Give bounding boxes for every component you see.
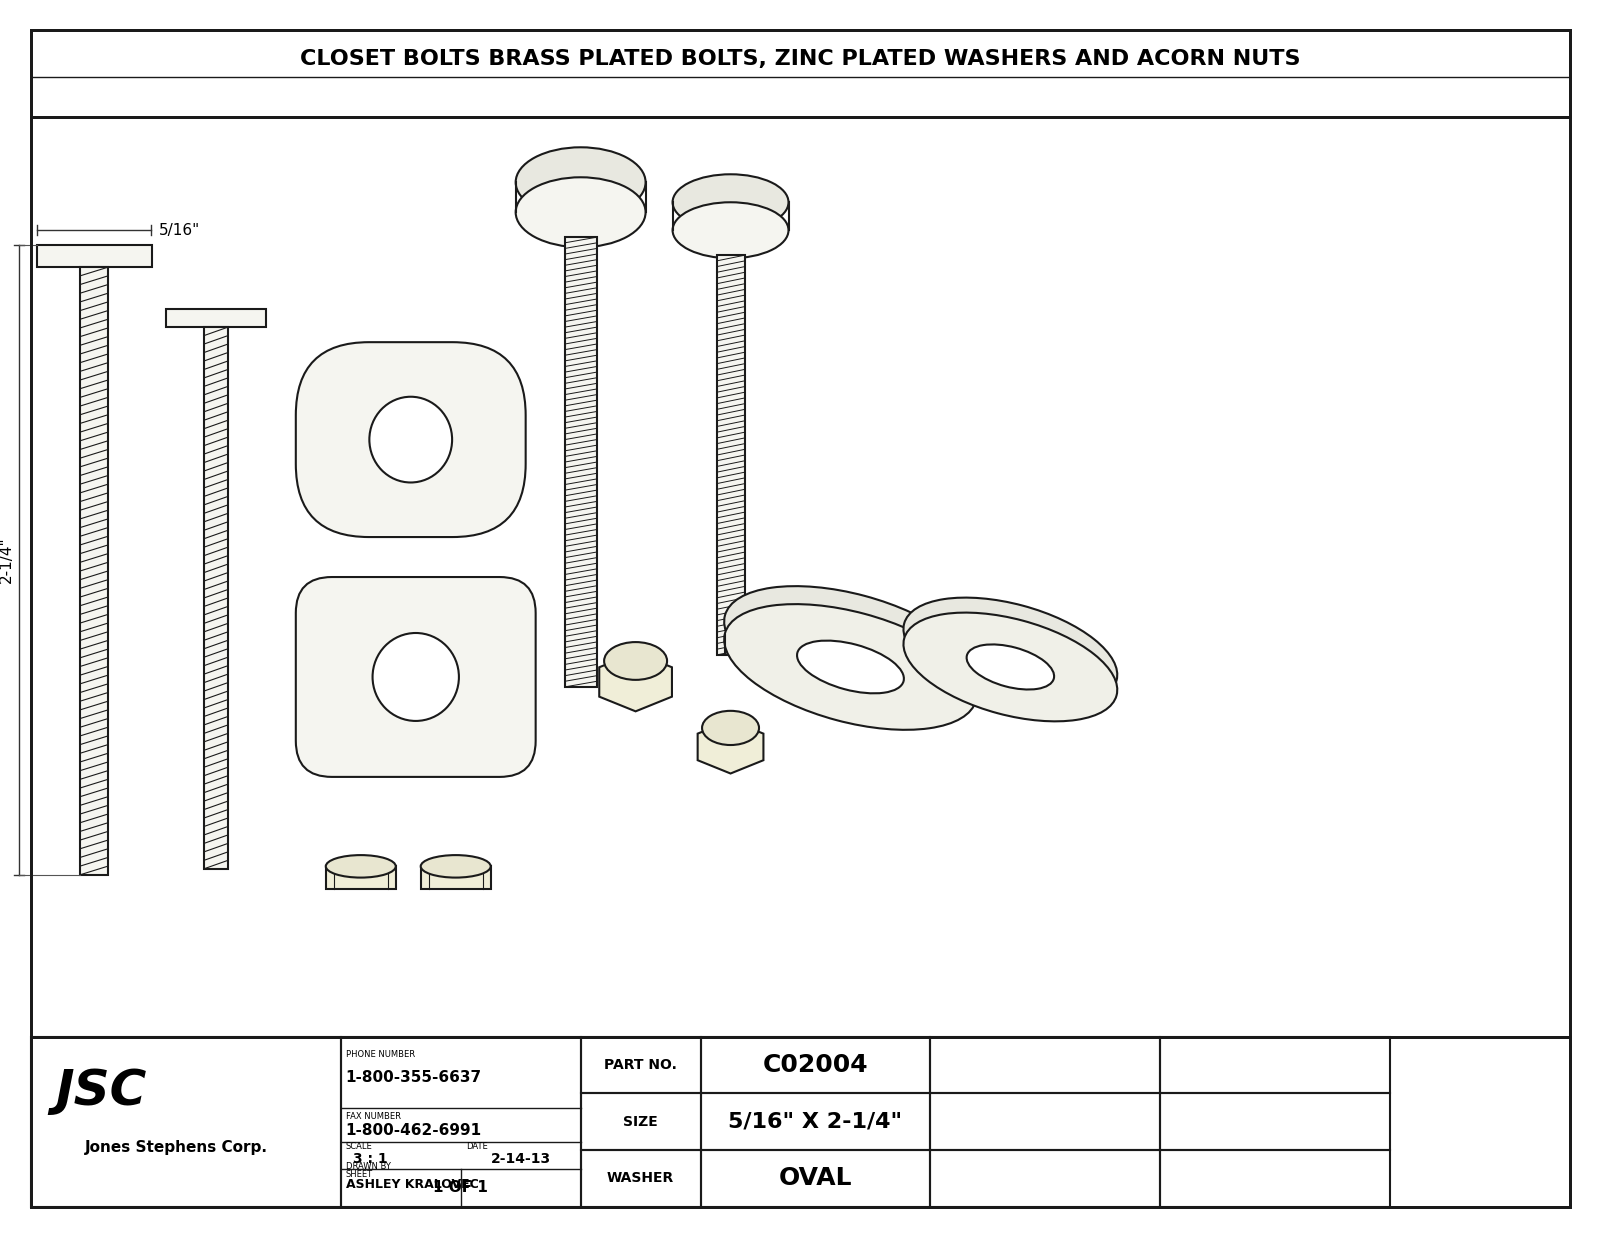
Text: CLOSET BOLTS BRASS PLATED BOLTS, ZINC PLATED WASHERS AND ACORN NUTS: CLOSET BOLTS BRASS PLATED BOLTS, ZINC PL…	[301, 49, 1301, 69]
Bar	[931, 1094, 1160, 1150]
Text: ASHLEY KRALOVEC: ASHLEY KRALOVEC	[346, 1178, 478, 1191]
Bar	[717, 255, 744, 654]
Bar	[1160, 1094, 1390, 1150]
Text: 3 : 1: 3 : 1	[354, 1152, 389, 1165]
Text: PART NO.: PART NO.	[605, 1058, 677, 1072]
Bar	[30, 1037, 1570, 1206]
Text: Jones Stephens Corp.: Jones Stephens Corp.	[85, 1139, 267, 1154]
Bar	[581, 1150, 701, 1206]
Polygon shape	[600, 653, 672, 711]
Text: SHEET: SHEET	[346, 1170, 373, 1179]
Bar	[1160, 1150, 1390, 1206]
Bar	[30, 1037, 341, 1206]
Text: 1-800-355-6637: 1-800-355-6637	[346, 1070, 482, 1085]
Ellipse shape	[672, 203, 789, 259]
Bar	[30, 31, 1570, 118]
Bar	[326, 866, 395, 889]
Text: C02004: C02004	[763, 1053, 869, 1077]
Ellipse shape	[966, 644, 1054, 689]
Bar	[701, 1037, 931, 1094]
Bar	[80, 267, 107, 875]
Text: 2-14-13: 2-14-13	[491, 1152, 550, 1165]
Ellipse shape	[797, 641, 904, 694]
Bar	[203, 327, 227, 868]
Bar	[931, 1037, 1160, 1094]
Text: WASHER: WASHER	[606, 1171, 674, 1185]
Bar	[701, 1150, 931, 1206]
Ellipse shape	[904, 597, 1117, 706]
Text: DATE: DATE	[466, 1142, 488, 1150]
Ellipse shape	[421, 855, 491, 877]
Text: 1 OF 1: 1 OF 1	[434, 1180, 488, 1195]
Text: FAX NUMBER: FAX NUMBER	[346, 1112, 400, 1121]
Ellipse shape	[725, 586, 976, 711]
Ellipse shape	[725, 604, 976, 730]
Bar	[581, 1037, 701, 1094]
Ellipse shape	[904, 612, 1117, 721]
Text: 5/16" X 2-1/4": 5/16" X 2-1/4"	[728, 1112, 902, 1132]
Text: SCALE: SCALE	[346, 1142, 373, 1150]
Bar	[581, 1094, 701, 1150]
Ellipse shape	[373, 633, 459, 721]
Text: JSC: JSC	[56, 1068, 147, 1115]
Polygon shape	[698, 720, 763, 773]
Bar	[1160, 1037, 1390, 1094]
Bar	[341, 1037, 581, 1206]
Bar	[565, 238, 597, 687]
Text: 1-800-462-6991: 1-800-462-6991	[346, 1123, 482, 1138]
Bar	[30, 118, 1570, 1037]
FancyBboxPatch shape	[296, 343, 526, 537]
Bar	[701, 1094, 931, 1150]
FancyBboxPatch shape	[296, 576, 536, 777]
Text: 5/16": 5/16"	[158, 223, 200, 238]
Bar	[421, 866, 491, 889]
Bar	[166, 309, 266, 327]
Text: OVAL: OVAL	[779, 1166, 853, 1190]
Text: PHONE NUMBER: PHONE NUMBER	[346, 1050, 414, 1059]
Bar	[37, 245, 152, 267]
Bar	[30, 31, 1570, 118]
Text: DRAWN BY: DRAWN BY	[346, 1162, 390, 1171]
Ellipse shape	[515, 177, 645, 247]
Bar	[931, 1150, 1160, 1206]
Ellipse shape	[702, 711, 758, 745]
Ellipse shape	[326, 855, 395, 877]
Ellipse shape	[370, 397, 453, 482]
Text: SIZE: SIZE	[624, 1115, 658, 1128]
Ellipse shape	[605, 642, 667, 680]
Ellipse shape	[515, 147, 645, 218]
Bar	[30, 1037, 1570, 1206]
Text: 2-1/4": 2-1/4"	[0, 537, 14, 584]
Ellipse shape	[672, 174, 789, 230]
